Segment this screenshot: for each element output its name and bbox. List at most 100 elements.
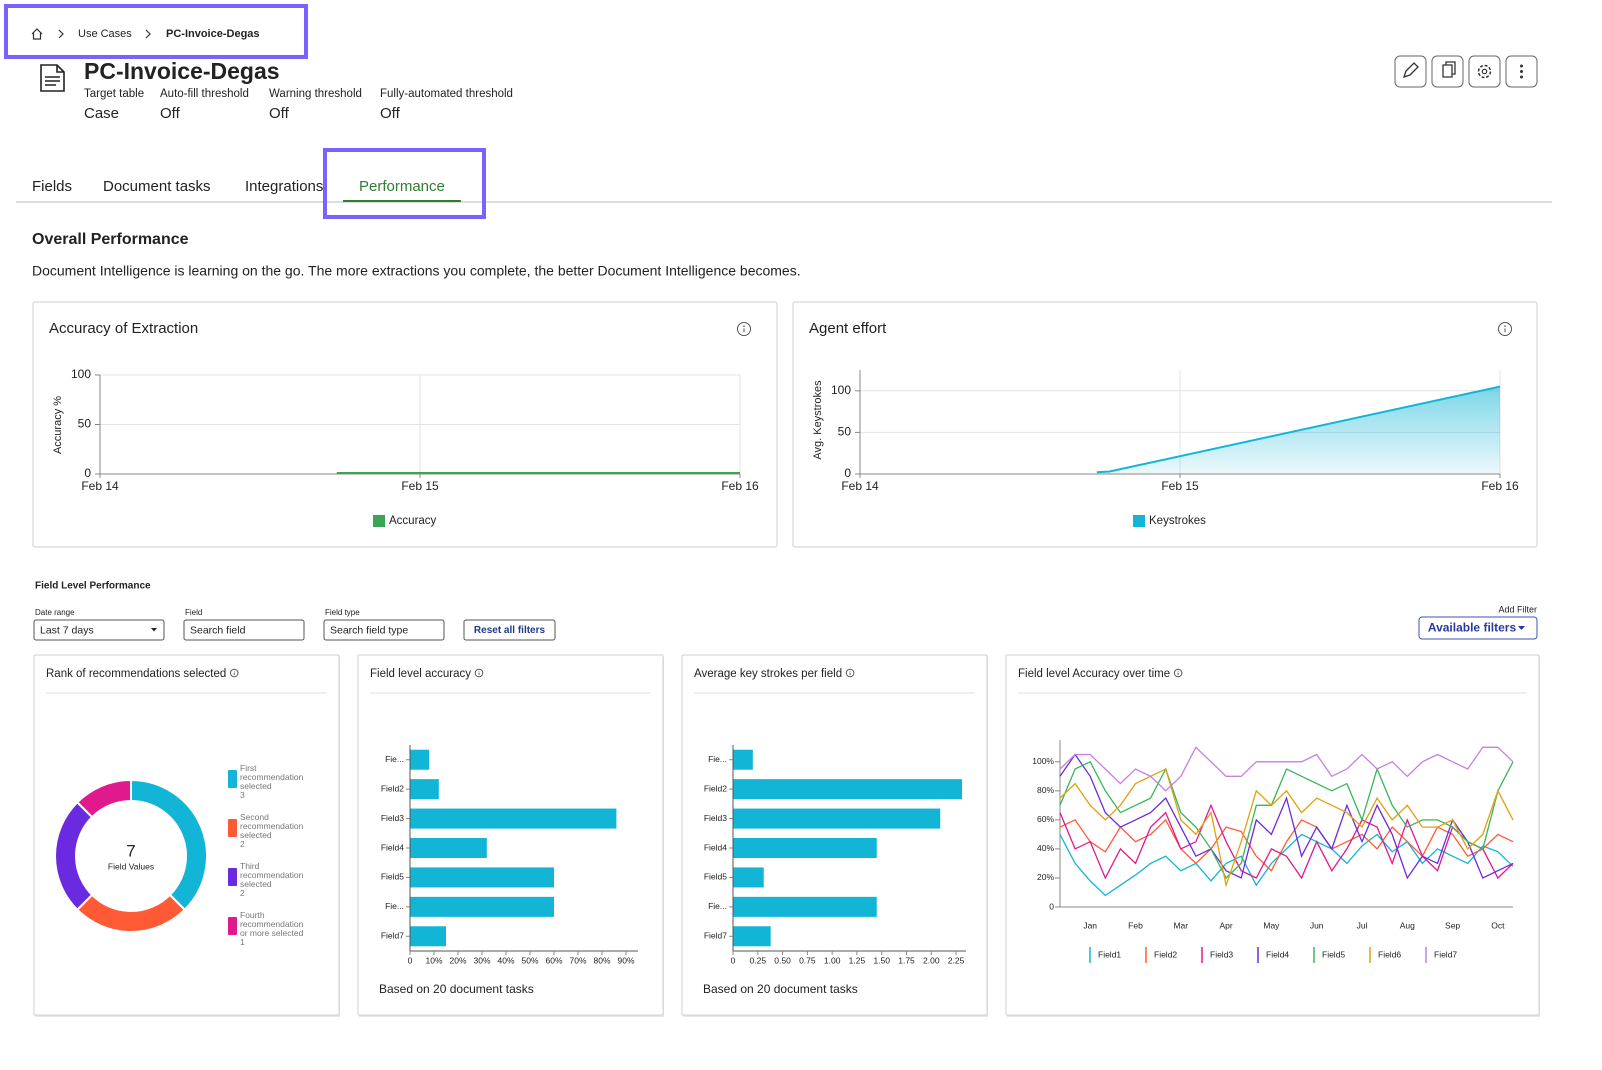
bar bbox=[410, 808, 617, 829]
y-tick-label: 0 bbox=[84, 466, 91, 480]
x-tick-label: Feb 16 bbox=[721, 479, 759, 493]
dropdown-caret bbox=[151, 628, 157, 632]
breadcrumb-link[interactable]: Use Cases bbox=[78, 28, 132, 40]
legend-label: Field3 bbox=[1210, 949, 1233, 959]
series-line bbox=[1059, 833, 1514, 897]
meta-value: Off bbox=[380, 105, 401, 122]
caret bbox=[1518, 626, 1525, 630]
filter-input[interactable] bbox=[183, 619, 305, 641]
info-icon[interactable] bbox=[474, 668, 484, 678]
x-tick-label: 20% bbox=[449, 955, 466, 965]
meta-label: Auto-fill threshold bbox=[160, 88, 249, 100]
meta-label: Warning threshold bbox=[269, 88, 362, 100]
tab[interactable]: Integrations bbox=[245, 178, 323, 195]
info-icon[interactable] bbox=[737, 322, 751, 336]
edit-button[interactable] bbox=[1394, 55, 1427, 88]
filter-input[interactable] bbox=[33, 619, 165, 641]
y-tick-label: Field2 bbox=[704, 783, 727, 793]
gear-icon bbox=[1477, 64, 1492, 79]
legend-label: Field1 bbox=[1098, 949, 1121, 959]
legend-label: Field6 bbox=[1378, 949, 1401, 959]
bar bbox=[410, 867, 554, 888]
y-tick-label: Fie... bbox=[708, 754, 727, 764]
x-tick-label: 1.00 bbox=[824, 955, 841, 965]
filter-value: Last 7 days bbox=[40, 624, 94, 636]
chart-card: Field level Accuracy over time Jan Feb Mar A… bbox=[1005, 654, 1540, 1017]
highlight-box bbox=[323, 148, 486, 219]
legend-label: Field4 bbox=[1266, 949, 1289, 959]
bar bbox=[410, 837, 487, 859]
info-dot bbox=[743, 325, 745, 327]
chart-title: Agent effort bbox=[809, 320, 887, 337]
x-tick-label: 1.75 bbox=[898, 955, 915, 965]
x-tick-label: 80% bbox=[593, 955, 610, 965]
add-filter-label: Add Filter bbox=[1498, 604, 1537, 614]
legend-label: Keystrokes bbox=[1149, 515, 1206, 527]
pencil-icon bbox=[1402, 62, 1419, 79]
x-tick-label: 40% bbox=[497, 955, 514, 965]
legend-label: Third recommendation selected bbox=[240, 862, 304, 889]
x-tick-label: Feb 14 bbox=[81, 479, 119, 493]
donut-center-label: Field Values bbox=[108, 861, 154, 871]
card bbox=[1005, 654, 1540, 1016]
dot bbox=[1520, 64, 1523, 68]
series-line bbox=[1096, 385, 1501, 474]
chart-title: Rank of recommendations selected bbox=[46, 668, 226, 680]
x-tick-label: Jun bbox=[1310, 920, 1324, 930]
reset-label: Reset all filters bbox=[474, 625, 546, 636]
available-filters-button[interactable] bbox=[1418, 616, 1538, 640]
meta-label: Target table bbox=[84, 88, 144, 100]
footnote: Based on 20 document tasks bbox=[703, 982, 858, 996]
bar bbox=[733, 749, 753, 770]
chart-card: Field level accuracy Fie... Field2 Field3 Fi… bbox=[357, 654, 664, 1017]
series-line bbox=[1059, 768, 1514, 888]
y-tick-label: Field7 bbox=[381, 931, 404, 941]
home-icon[interactable] bbox=[31, 28, 43, 40]
meta-label: Fully-automated threshold bbox=[380, 88, 513, 100]
filter-input[interactable] bbox=[323, 619, 445, 641]
info-dot bbox=[849, 670, 851, 672]
info-icon[interactable] bbox=[845, 668, 855, 678]
x-tick-label: 0 bbox=[408, 955, 413, 965]
y-tick-label: Field5 bbox=[381, 872, 404, 882]
info-icon[interactable] bbox=[229, 668, 239, 678]
card bbox=[357, 654, 664, 1016]
x-tick-label: 0.75 bbox=[799, 955, 816, 965]
meta-value: Off bbox=[160, 105, 181, 122]
info-icon[interactable] bbox=[1498, 322, 1512, 336]
breadcrumb-current: PC-Invoice-Degas bbox=[166, 28, 260, 40]
y-tick-label: 100% bbox=[1032, 756, 1054, 766]
copy-button[interactable] bbox=[1431, 55, 1464, 88]
y-tick-label: Field4 bbox=[381, 842, 404, 852]
highlight-box bbox=[4, 4, 308, 59]
x-tick-label: Feb 16 bbox=[1481, 479, 1519, 493]
settings-button[interactable] bbox=[1468, 55, 1501, 88]
chart-card: Average key strokes per field Fie... Field… bbox=[681, 654, 988, 1017]
x-tick-label: Feb bbox=[1128, 920, 1143, 930]
chart-title: Field level accuracy bbox=[370, 668, 471, 680]
legend-label: Fourth recommendation or more selected bbox=[240, 911, 304, 938]
tab[interactable]: Fields bbox=[32, 178, 72, 195]
meta-value: Case bbox=[84, 105, 119, 122]
card bbox=[792, 301, 1538, 548]
chart-title: Average key strokes per field bbox=[694, 668, 842, 680]
bar bbox=[410, 749, 430, 770]
legend-swatch bbox=[228, 868, 237, 886]
tab[interactable]: Performance bbox=[359, 178, 445, 195]
tab[interactable]: Document tasks bbox=[103, 178, 211, 195]
chart-card: Rank of recommendations selected First re… bbox=[33, 654, 340, 1017]
legend-label: First recommendation selected bbox=[240, 764, 304, 791]
reset-button[interactable] bbox=[463, 619, 556, 641]
y-tick-label: Field5 bbox=[704, 872, 727, 882]
chart-card: Accuracy of Extraction Feb 14 Feb 15 Feb 16… bbox=[32, 301, 778, 548]
legend-swatch bbox=[1133, 515, 1145, 527]
x-tick-label: 0.25 bbox=[750, 955, 767, 965]
dot bbox=[1520, 75, 1523, 79]
bar bbox=[410, 926, 446, 947]
x-tick-label: 50% bbox=[521, 955, 538, 965]
series-line bbox=[1059, 760, 1514, 880]
card bbox=[681, 654, 988, 1016]
info-icon[interactable] bbox=[1173, 668, 1183, 678]
